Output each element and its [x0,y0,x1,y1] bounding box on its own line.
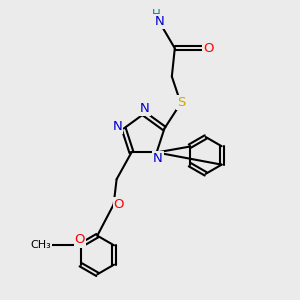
Text: N: N [140,102,149,115]
Text: O: O [203,42,213,55]
Text: N: N [153,152,163,166]
Text: N: N [112,120,122,133]
Text: H: H [152,8,161,21]
Text: O: O [114,198,124,211]
Text: O: O [75,233,85,247]
Text: CH₃: CH₃ [31,240,51,250]
Text: N: N [154,15,164,28]
Text: S: S [177,96,185,109]
